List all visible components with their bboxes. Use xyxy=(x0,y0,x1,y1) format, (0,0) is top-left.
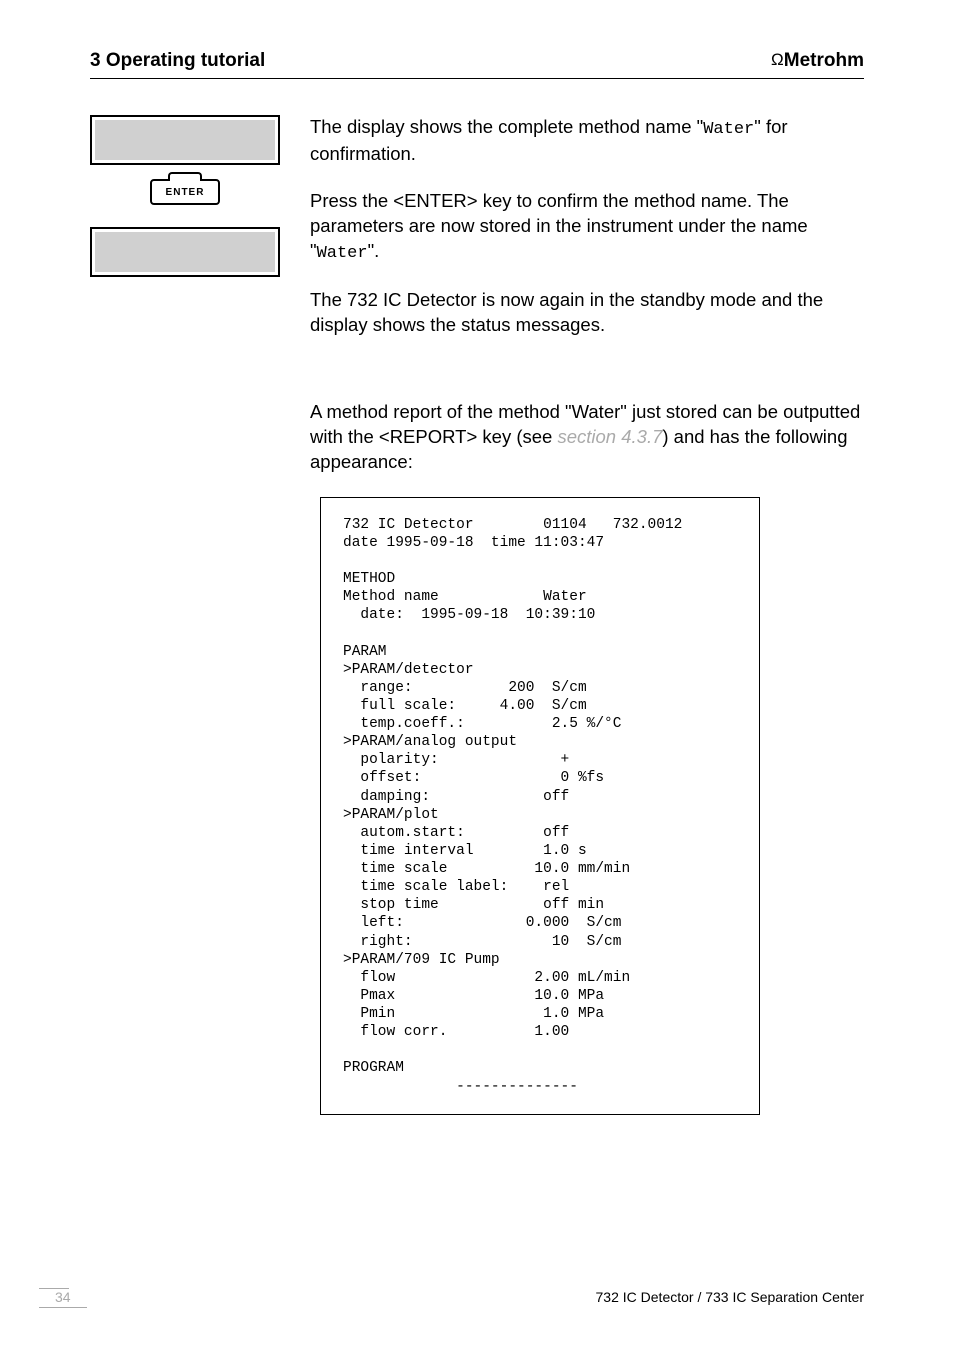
report-line: >PARAM/709 IC Pump xyxy=(343,952,500,968)
lcd-display-box-2 xyxy=(90,227,280,277)
report-line: flow 2.00 mL/min xyxy=(343,970,630,986)
paragraph-3: The 732 IC Detector is now again in the … xyxy=(310,288,864,338)
footer-text: 732 IC Detector / 733 IC Separation Cent… xyxy=(596,1289,864,1305)
report-line: damping: off xyxy=(343,789,569,805)
method-report-box: 732 IC Detector 01104 732.0012 date 1995… xyxy=(320,497,760,1115)
report-line: stop time off min xyxy=(343,897,604,913)
brand-name: Metrohm xyxy=(784,50,864,71)
paragraph-4: A method report of the method "Water" ju… xyxy=(310,400,864,475)
mono-text: Water xyxy=(703,120,754,139)
report-line: >PARAM/analog output xyxy=(343,734,517,750)
left-column: ENTER xyxy=(90,115,280,1115)
report-line: >PARAM/detector xyxy=(343,662,474,678)
report-line: >PARAM/plot xyxy=(343,807,439,823)
text: ". xyxy=(368,240,380,261)
text: The display shows the complete method na… xyxy=(310,116,703,137)
report-line: flow corr. 1.00 xyxy=(343,1024,569,1040)
section-title: 3 Operating tutorial xyxy=(90,50,265,72)
report-line: time scale label: rel xyxy=(343,879,569,895)
report-line: polarity: + xyxy=(343,752,569,768)
page-number: 34 xyxy=(55,1289,71,1305)
page: 3 Operating tutorial ΩMetrohm ENTER The … xyxy=(0,0,954,1155)
report-line: offset: 0 %fs xyxy=(343,770,604,786)
lcd-display-box-1 xyxy=(90,115,280,165)
enter-key-wrap: ENTER xyxy=(90,179,280,205)
report-line: Method name Water xyxy=(343,589,587,605)
report-line: full scale: 4.00 S/cm xyxy=(343,698,587,714)
report-line: temp.coeff.: 2.5 %/°C xyxy=(343,716,621,732)
report-line: Pmin 1.0 MPa xyxy=(343,1006,604,1022)
enter-key-icon: ENTER xyxy=(150,179,221,205)
content-row: ENTER The display shows the complete met… xyxy=(90,115,864,1115)
report-line: -------------- xyxy=(343,1079,578,1095)
report-line: METHOD xyxy=(343,571,395,587)
page-header: 3 Operating tutorial ΩMetrohm xyxy=(90,50,864,79)
omega-icon: Ω xyxy=(771,50,784,69)
right-column: The display shows the complete method na… xyxy=(310,115,864,1115)
lcd-display-inner xyxy=(95,120,275,160)
paragraph-2: Press the <ENTER> key to confirm the met… xyxy=(310,189,864,266)
report-line: PROGRAM xyxy=(343,1060,404,1076)
report-line: date: 1995-09-18 10:39:10 xyxy=(343,607,595,623)
report-line: Pmax 10.0 MPa xyxy=(343,988,604,1004)
report-line: date 1995-09-18 time 11:03:47 xyxy=(343,535,604,551)
report-line: left: 0.000 S/cm xyxy=(343,915,621,931)
report-line: range: 200 S/cm xyxy=(343,680,587,696)
lcd-display-inner xyxy=(95,232,275,272)
report-line: right: 10 S/cm xyxy=(343,934,621,950)
mono-text: Water xyxy=(317,244,368,263)
report-line: PARAM xyxy=(343,644,387,660)
report-line: time scale 10.0 mm/min xyxy=(343,861,630,877)
text: Press the <ENTER> key to confirm the met… xyxy=(310,190,808,261)
report-line: time interval 1.0 s xyxy=(343,843,587,859)
paragraph-1: The display shows the complete method na… xyxy=(310,115,864,167)
brand-logo: ΩMetrohm xyxy=(771,50,864,72)
spacer xyxy=(310,360,864,400)
report-line: 732 IC Detector 01104 732.0012 xyxy=(343,517,682,533)
report-line: autom.start: off xyxy=(343,825,569,841)
section-ref: section 4.3.7 xyxy=(557,426,662,447)
